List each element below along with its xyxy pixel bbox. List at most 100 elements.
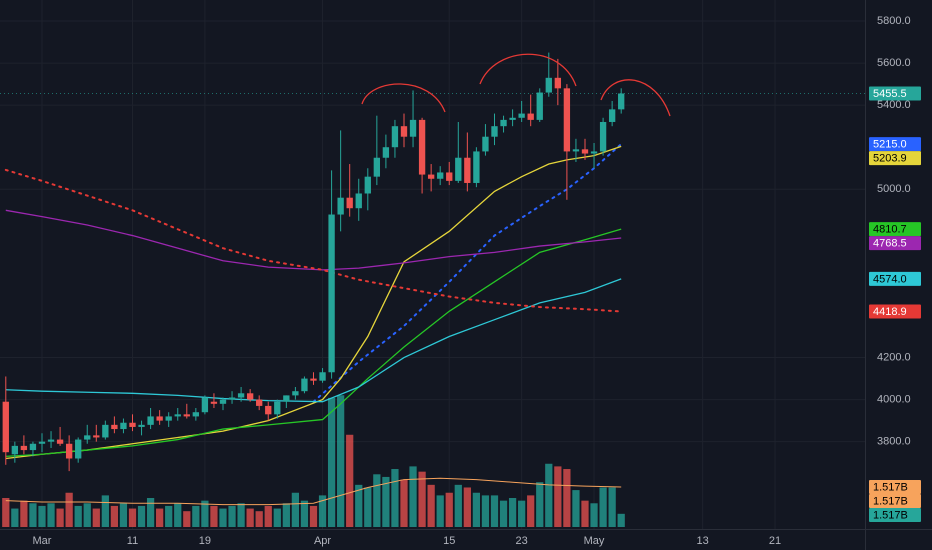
series-price-tag-box <box>869 151 921 166</box>
volume-bar <box>219 508 227 527</box>
volume-bar <box>391 469 399 527</box>
candle-body <box>346 197 353 209</box>
volume-bar <box>146 498 155 527</box>
moving-averages <box>0 92 865 460</box>
candle-body <box>38 441 46 444</box>
candle-body <box>174 414 181 417</box>
candle-body <box>56 439 64 444</box>
volume-bar <box>174 503 182 527</box>
candle-body <box>337 197 344 215</box>
volume-bar <box>2 498 10 527</box>
volume-tag-box <box>869 494 921 509</box>
volume-bar <box>83 503 91 527</box>
moving-average-line <box>312 143 623 403</box>
candle-body <box>446 172 453 181</box>
candle-body <box>536 92 543 120</box>
moving-average-line <box>5 278 622 403</box>
candle-body <box>382 147 390 158</box>
series-price-tag-box <box>869 222 921 237</box>
candle-body <box>201 397 209 413</box>
volume-bar <box>119 503 128 527</box>
moving-average-line <box>4 168 623 313</box>
volume-bar <box>156 508 164 527</box>
candles <box>2 52 625 472</box>
head-arc <box>479 53 577 87</box>
candle-body <box>2 401 9 453</box>
series-price-tag-box <box>869 304 921 319</box>
moving-average-line <box>5 209 622 271</box>
candle-body <box>156 416 163 421</box>
volume-bar <box>165 505 173 527</box>
volume-bar <box>599 487 607 527</box>
candle-body <box>581 149 589 154</box>
candle-body <box>111 424 118 430</box>
volume-bar <box>29 503 37 527</box>
series-price-tag: 5203.9 <box>873 152 907 164</box>
volume-bar <box>346 434 354 527</box>
volume-bar <box>20 500 28 527</box>
y-tick-label: 3800.0 <box>877 436 911 448</box>
volume-pane <box>2 395 625 527</box>
series-price-tag: 4810.7 <box>873 224 907 236</box>
volume-tag: 1.517B <box>873 495 908 507</box>
y-tick-label: 4000.0 <box>877 394 911 406</box>
candle-body <box>237 393 245 398</box>
volume-bar <box>481 495 490 527</box>
candle-body <box>554 77 562 89</box>
volume-bar <box>436 495 444 527</box>
candle-body <box>274 401 281 415</box>
x-tick-label: Apr <box>314 535 331 547</box>
candle-body <box>618 93 625 110</box>
volume-bar <box>355 484 363 527</box>
volume-bar <box>454 484 462 527</box>
candle-body <box>491 126 498 137</box>
volume-bar <box>183 511 191 527</box>
volume-bar <box>192 505 200 527</box>
candle-body <box>328 214 335 373</box>
volume-bar <box>74 505 82 527</box>
candle-body <box>545 77 552 93</box>
x-tick-label: 21 <box>769 535 781 547</box>
candle-body <box>29 443 37 451</box>
volume-bar <box>318 495 327 527</box>
volume-bar <box>499 500 508 527</box>
x-tick-label: Mar <box>33 535 52 547</box>
volume-bar <box>400 479 408 527</box>
candle-body <box>301 378 308 392</box>
series-price-tag: 4768.5 <box>873 238 907 250</box>
candle-body <box>473 151 480 183</box>
candle-body <box>500 119 507 127</box>
volume-bar <box>92 508 100 527</box>
candle-body <box>373 157 381 177</box>
volume-bar <box>291 492 300 527</box>
volume-bar <box>327 397 336 527</box>
candle-body <box>527 113 534 120</box>
volume-bar <box>518 500 526 527</box>
x-tick-label: May <box>584 535 605 547</box>
volume-bar <box>364 487 372 527</box>
candle-body <box>590 151 598 154</box>
volume-bar <box>563 469 571 527</box>
volume-bar <box>427 484 435 527</box>
candle-body <box>437 172 444 179</box>
volume-bar <box>110 505 119 527</box>
candle-body <box>482 136 489 152</box>
volume-bar <box>545 463 553 527</box>
y-tick-label: 5000.0 <box>877 183 911 195</box>
candle-body <box>464 157 471 183</box>
y-tick-label: 5400.0 <box>877 99 911 111</box>
volume-bar <box>608 487 616 527</box>
candle-body <box>120 422 127 430</box>
candle-body <box>129 422 136 427</box>
grid <box>0 0 865 530</box>
candle-body <box>599 121 607 152</box>
candle-body <box>246 393 254 400</box>
candle-body <box>65 443 73 459</box>
candle-body <box>11 445 19 455</box>
volume-bar <box>38 505 46 527</box>
volume-bar <box>56 508 64 527</box>
x-tick-label: 23 <box>516 535 528 547</box>
volume-bar <box>590 503 598 527</box>
